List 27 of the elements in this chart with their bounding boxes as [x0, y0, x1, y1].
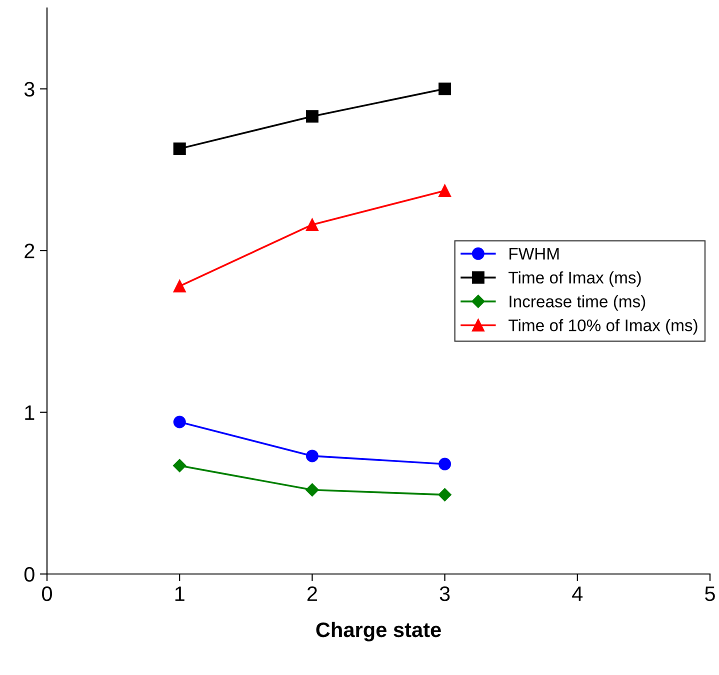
point — [438, 82, 452, 96]
y-tick-label: 0 — [24, 567, 34, 582]
point — [173, 280, 186, 292]
point — [306, 450, 318, 462]
y-tick-label: 2 — [24, 244, 34, 258]
point — [306, 218, 318, 231]
x-tick-label: 3 — [440, 586, 450, 602]
y-tick-label: 1 — [25, 406, 34, 420]
point — [438, 458, 452, 470]
legend-label: Time of Imax (ms) — [508, 271, 641, 287]
point — [306, 110, 318, 123]
point — [173, 459, 186, 472]
y-tick-label: 3 — [24, 82, 34, 97]
legend-label: FWHM — [510, 248, 559, 260]
legend-label: Increase time (ms) — [510, 295, 646, 311]
point — [173, 416, 186, 428]
x-tick-label: 5 — [705, 586, 715, 602]
x-tick-label: 1 — [175, 586, 184, 601]
legend-label: Time of 10% of Imax (ms) — [508, 319, 698, 335]
x-tick-label: 4 — [572, 586, 583, 601]
x-tick-label: 0 — [42, 586, 52, 602]
point — [173, 142, 186, 155]
point — [438, 488, 452, 502]
point — [438, 184, 452, 197]
x-tick-label: 2 — [307, 586, 317, 601]
x-axis-title: Charge state — [316, 622, 441, 642]
point — [306, 483, 319, 496]
